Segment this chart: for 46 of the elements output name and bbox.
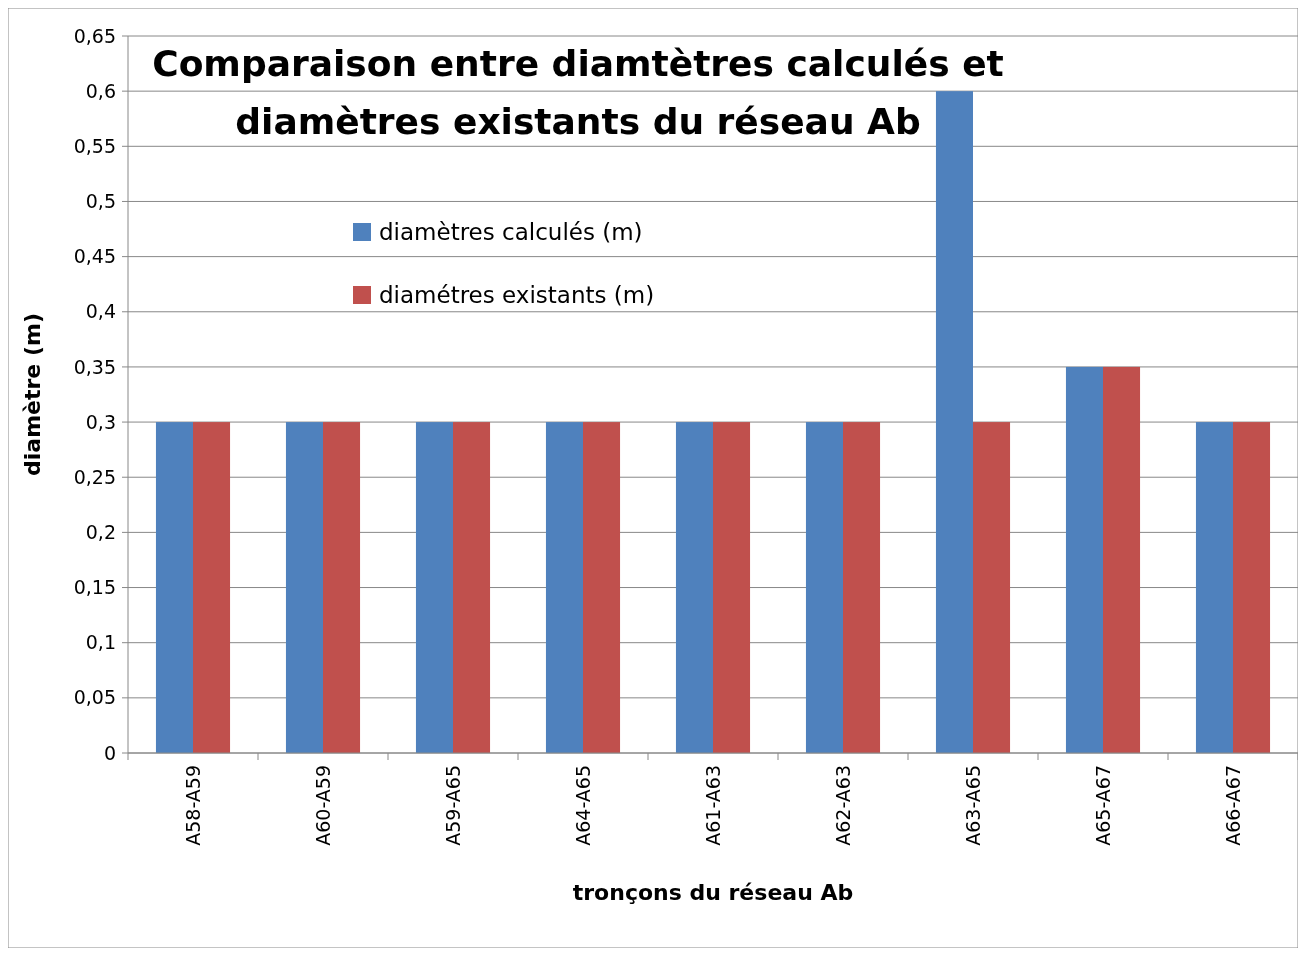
bar xyxy=(843,422,881,753)
x-tick-label: A66-A67 xyxy=(1221,765,1244,846)
y-tick-label: 0 xyxy=(103,741,116,764)
bar xyxy=(1233,422,1271,753)
bar xyxy=(1065,366,1103,753)
bar xyxy=(155,422,193,753)
x-tick-label: A63-A65 xyxy=(961,765,984,846)
bar xyxy=(193,422,231,753)
text: Comparaison entre diamtètres calculés et diamètres existants du réseau Ab xyxy=(152,43,1004,142)
bar xyxy=(453,422,491,753)
bar xyxy=(935,91,973,753)
x-tick-label: A61-A63 xyxy=(701,765,724,846)
bar xyxy=(1103,366,1141,753)
legend-label: diamètres calculés (m) xyxy=(379,219,643,246)
bar xyxy=(285,422,323,753)
y-tick-label: 0,25 xyxy=(73,465,116,488)
y-tick-label: 0,35 xyxy=(73,355,116,378)
bar xyxy=(805,422,843,753)
bar xyxy=(1195,422,1233,753)
bar xyxy=(415,422,453,753)
y-tick-label: 0,45 xyxy=(73,245,116,268)
y-tick-label: 0,1 xyxy=(85,631,116,654)
bar xyxy=(675,422,713,753)
x-tick-label: A65-A67 xyxy=(1091,765,1114,846)
y-tick-label: 0,05 xyxy=(73,686,116,709)
x-tick-label: A59-A65 xyxy=(441,765,464,846)
y-tick-label: 0,65 xyxy=(73,24,116,47)
bar xyxy=(545,422,583,753)
bar xyxy=(583,422,621,753)
bar xyxy=(973,422,1011,753)
y-tick-label: 0,15 xyxy=(73,576,116,599)
x-axis-title: tronçons du réseau Ab xyxy=(572,880,854,905)
y-tick-label: 0,2 xyxy=(85,521,116,544)
y-tick-label: 0,5 xyxy=(85,190,116,213)
x-tick-label: A64-A65 xyxy=(571,765,594,846)
x-tick-label: A58-A59 xyxy=(181,765,204,846)
x-tick-label: A62-A63 xyxy=(831,765,854,846)
y-tick-label: 0,3 xyxy=(85,410,116,433)
bar xyxy=(323,422,361,753)
y-tick-label: 0,4 xyxy=(85,300,116,323)
y-tick-label: 0,55 xyxy=(73,134,116,157)
x-tick-label: A60-A59 xyxy=(311,765,334,846)
bar xyxy=(713,422,751,753)
y-tick-label: 0,6 xyxy=(85,79,116,102)
legend-label: diamétres existants (m) xyxy=(379,282,655,309)
y-axis-title: diamètre (m) xyxy=(20,313,45,476)
